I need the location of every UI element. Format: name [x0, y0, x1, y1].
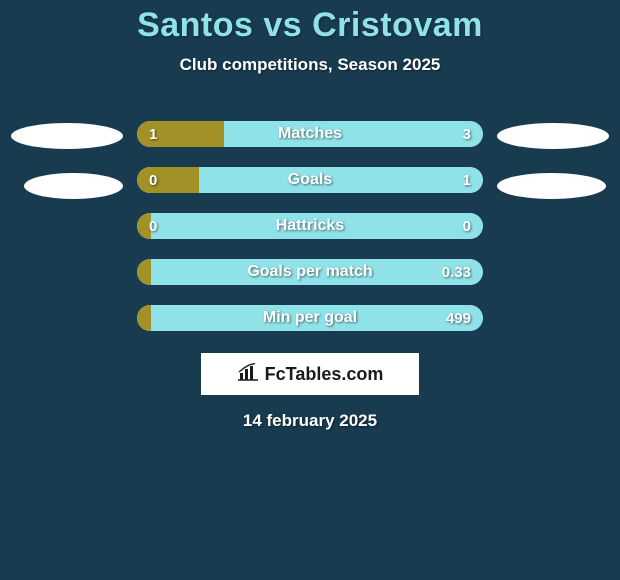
stat-right-value: 1 — [463, 167, 471, 193]
stat-label: Goals per match — [137, 259, 483, 285]
stat-bar: 0Goals1 — [137, 167, 483, 193]
stat-right-value: 3 — [463, 121, 471, 147]
stat-right-value: 0.33 — [442, 259, 471, 285]
player-placeholder-icon — [24, 173, 123, 199]
player-placeholder-icon — [11, 123, 123, 149]
stat-bar: Goals per match0.33 — [137, 259, 483, 285]
player-placeholder-icon — [497, 123, 609, 149]
stat-bars: 1Matches30Goals10Hattricks0Goals per mat… — [137, 121, 483, 331]
stat-label: Hattricks — [137, 213, 483, 239]
site-logo: FcTables.com — [201, 353, 419, 395]
date-text: 14 february 2025 — [0, 411, 620, 431]
page-subtitle: Club competitions, Season 2025 — [0, 55, 620, 75]
stat-bar: 0Hattricks0 — [137, 213, 483, 239]
stat-right-value: 0 — [463, 213, 471, 239]
stat-bar: 1Matches3 — [137, 121, 483, 147]
stat-label: Matches — [137, 121, 483, 147]
bar-chart-icon — [237, 363, 259, 386]
left-player-icons — [11, 121, 123, 199]
stat-label: Min per goal — [137, 305, 483, 331]
logo-prefix: Fc — [265, 364, 286, 385]
stat-label: Goals — [137, 167, 483, 193]
stats-section: 1Matches30Goals10Hattricks0Goals per mat… — [0, 121, 620, 331]
logo-text: FcTables.com — [265, 364, 384, 385]
stat-right-value: 499 — [446, 305, 471, 331]
comparison-card: Santos vs Cristovam Club competitions, S… — [0, 0, 620, 580]
logo-rest: Tables.com — [286, 364, 384, 385]
page-title: Santos vs Cristovam — [0, 0, 620, 45]
player-placeholder-icon — [497, 173, 606, 199]
right-player-icons — [497, 121, 609, 199]
stat-bar: Min per goal499 — [137, 305, 483, 331]
